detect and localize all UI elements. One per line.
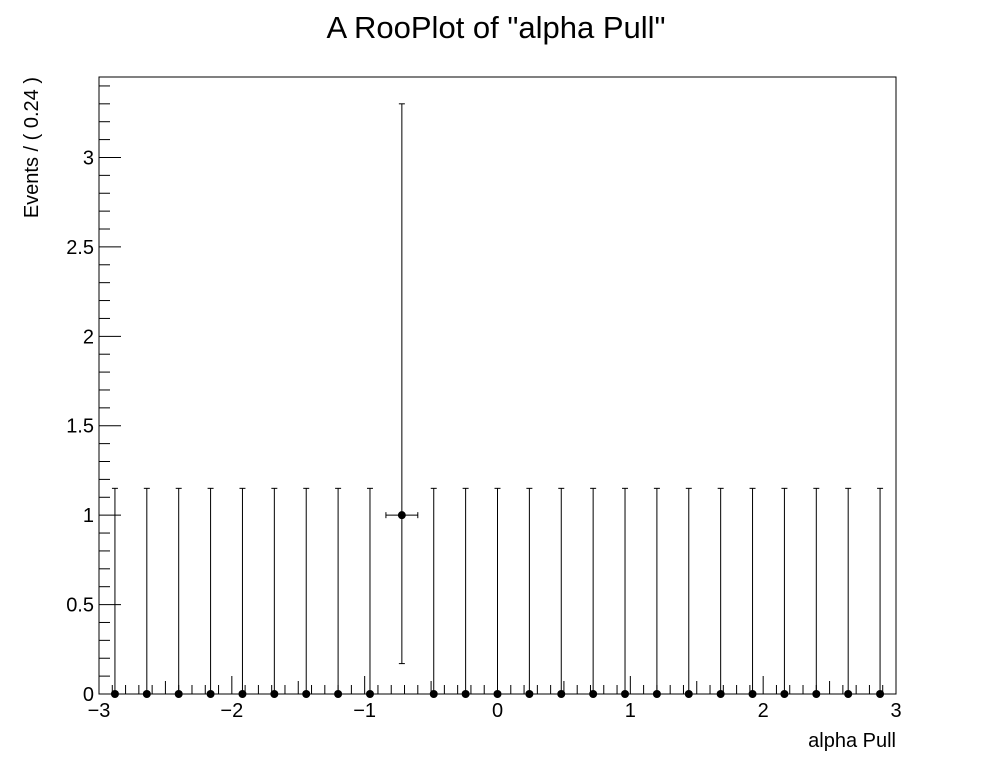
x-axis-label: alpha Pull [808, 730, 896, 752]
y-tick-label: 0 [83, 684, 94, 706]
y-tick-label: 2 [83, 326, 94, 348]
data-point [397, 511, 406, 520]
y-tick-label: 1 [83, 505, 94, 527]
data-point [461, 690, 470, 698]
data-point [621, 690, 630, 698]
data-point [270, 690, 279, 698]
data-point [429, 690, 438, 698]
x-tick-label: 3 [890, 700, 901, 722]
x-tick-label: −1 [353, 700, 376, 722]
data-point [557, 690, 566, 698]
y-tick-label: 0.5 [66, 595, 94, 617]
data-point [238, 690, 247, 698]
data-point [110, 690, 119, 698]
data-point [684, 690, 693, 698]
y-tick-label: 3 [83, 147, 94, 169]
x-tick-label: −2 [220, 700, 243, 722]
data-point [206, 690, 215, 698]
data-point [748, 690, 757, 698]
data-point [142, 690, 151, 698]
axes: −3 −2 −1 0 1 2 3 0 0.5 1 1.5 2 2.5 3 [66, 85, 902, 722]
x-tick-label: 2 [758, 700, 769, 722]
x-tick-label: 1 [625, 700, 636, 722]
data-marks [110, 103, 885, 698]
data-point [493, 690, 502, 698]
data-point [174, 690, 183, 698]
chart-title: A RooPlot of "alpha Pull" [326, 10, 665, 45]
data-point [302, 690, 311, 698]
data-point [844, 690, 853, 698]
data-point [365, 690, 374, 698]
data-point [652, 690, 661, 698]
x-tick-label: −3 [88, 700, 111, 722]
data-point [525, 690, 534, 698]
x-tick-label: 0 [492, 700, 503, 722]
y-tick-label: 1.5 [66, 416, 94, 438]
data-point [780, 690, 789, 698]
data-point [334, 690, 343, 698]
data-point [589, 690, 598, 698]
data-point [876, 690, 885, 698]
y-axis-label: Events / ( 0.24 ) [21, 77, 43, 218]
data-point [812, 690, 821, 698]
data-point [716, 690, 725, 698]
y-tick-label: 2.5 [66, 237, 94, 259]
